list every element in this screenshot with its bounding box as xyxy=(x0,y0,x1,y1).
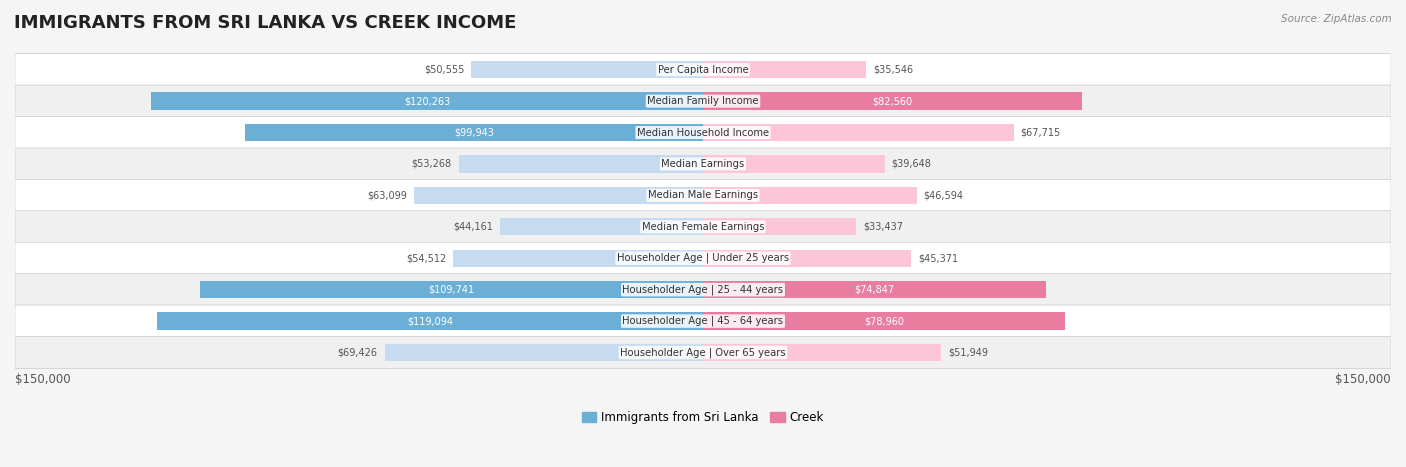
Text: Householder Age | Under 25 years: Householder Age | Under 25 years xyxy=(617,253,789,263)
Text: Median Family Income: Median Family Income xyxy=(647,96,759,106)
Bar xyxy=(703,312,1066,330)
Bar xyxy=(501,218,703,235)
Text: $50,555: $50,555 xyxy=(423,65,464,75)
Bar xyxy=(453,249,703,267)
Text: $74,847: $74,847 xyxy=(855,285,894,295)
Bar xyxy=(413,187,703,204)
FancyBboxPatch shape xyxy=(15,85,1391,117)
FancyBboxPatch shape xyxy=(15,242,1391,274)
Text: $69,426: $69,426 xyxy=(337,347,378,358)
Bar xyxy=(152,92,703,110)
Legend: Immigrants from Sri Lanka, Creek: Immigrants from Sri Lanka, Creek xyxy=(579,407,827,427)
Bar xyxy=(471,61,703,78)
Text: Per Capita Income: Per Capita Income xyxy=(658,65,748,75)
Text: IMMIGRANTS FROM SRI LANKA VS CREEK INCOME: IMMIGRANTS FROM SRI LANKA VS CREEK INCOM… xyxy=(14,14,516,32)
Text: $54,512: $54,512 xyxy=(406,253,446,263)
Bar xyxy=(703,92,1081,110)
Bar xyxy=(703,344,941,361)
Bar xyxy=(200,281,703,298)
Bar xyxy=(703,124,1014,141)
Bar xyxy=(703,218,856,235)
Text: $120,263: $120,263 xyxy=(404,96,450,106)
Bar xyxy=(385,344,703,361)
Text: Source: ZipAtlas.com: Source: ZipAtlas.com xyxy=(1281,14,1392,24)
Bar xyxy=(156,312,703,330)
Text: $82,560: $82,560 xyxy=(872,96,912,106)
Bar xyxy=(703,156,884,173)
Text: $119,094: $119,094 xyxy=(406,316,453,326)
Bar xyxy=(703,187,917,204)
Bar xyxy=(703,281,1046,298)
Text: $45,371: $45,371 xyxy=(918,253,957,263)
Bar xyxy=(245,124,703,141)
Text: $39,648: $39,648 xyxy=(891,159,932,169)
Text: $150,000: $150,000 xyxy=(1336,373,1391,386)
FancyBboxPatch shape xyxy=(15,116,1391,149)
Text: Median Household Income: Median Household Income xyxy=(637,127,769,138)
Text: $44,161: $44,161 xyxy=(454,222,494,232)
FancyBboxPatch shape xyxy=(15,337,1391,368)
Text: Householder Age | 45 - 64 years: Householder Age | 45 - 64 years xyxy=(623,316,783,326)
FancyBboxPatch shape xyxy=(15,179,1391,212)
Text: Householder Age | Over 65 years: Householder Age | Over 65 years xyxy=(620,347,786,358)
Text: $53,268: $53,268 xyxy=(412,159,451,169)
FancyBboxPatch shape xyxy=(15,305,1391,337)
Text: $35,546: $35,546 xyxy=(873,65,912,75)
Text: $99,943: $99,943 xyxy=(454,127,494,138)
Text: $51,949: $51,949 xyxy=(948,347,988,358)
Bar xyxy=(703,249,911,267)
Bar xyxy=(703,61,866,78)
Text: Median Female Earnings: Median Female Earnings xyxy=(641,222,765,232)
Text: Median Earnings: Median Earnings xyxy=(661,159,745,169)
FancyBboxPatch shape xyxy=(15,211,1391,243)
Text: $78,960: $78,960 xyxy=(865,316,904,326)
FancyBboxPatch shape xyxy=(15,148,1391,180)
Text: $46,594: $46,594 xyxy=(924,191,963,200)
Text: Median Male Earnings: Median Male Earnings xyxy=(648,191,758,200)
Text: $109,741: $109,741 xyxy=(429,285,474,295)
Text: $67,715: $67,715 xyxy=(1021,127,1060,138)
Text: $150,000: $150,000 xyxy=(15,373,70,386)
Bar xyxy=(458,156,703,173)
Text: $63,099: $63,099 xyxy=(367,191,406,200)
FancyBboxPatch shape xyxy=(15,54,1391,86)
Text: Householder Age | 25 - 44 years: Householder Age | 25 - 44 years xyxy=(623,284,783,295)
Text: $33,437: $33,437 xyxy=(863,222,903,232)
FancyBboxPatch shape xyxy=(15,274,1391,306)
